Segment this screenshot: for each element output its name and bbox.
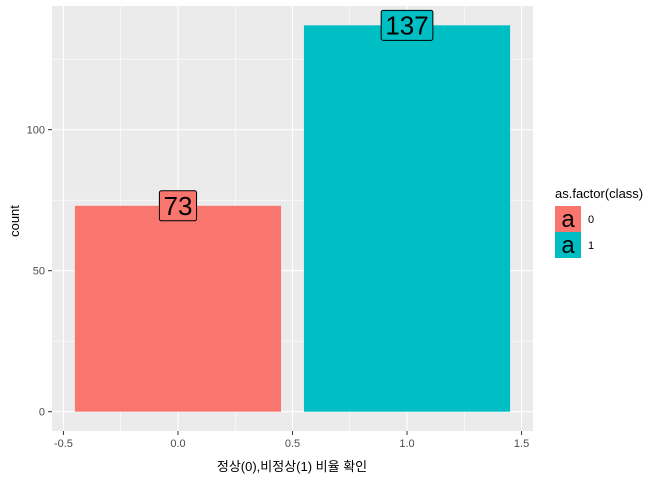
y-tick-label: 0 [39,407,45,419]
x-tick-label: -0.5 [54,438,73,450]
legend: as.factor(class) a 0a 1 [555,186,643,259]
y-tick-label: 100 [27,125,45,137]
x-tick-label: 0.5 [285,438,300,450]
legend-key [555,206,581,232]
x-axis: -0.5 0.0 0.5 1.0 1.5 [54,431,529,450]
bar-label-box [380,9,434,41]
bar-value-label: 137 [385,11,428,41]
bar-label-1: 137 [380,9,434,41]
y-axis-label: count [7,205,22,237]
legend-key [555,232,581,258]
bar-1 [303,25,511,412]
bar-label-0: 73 [158,190,198,222]
bars [74,25,511,412]
x-tick-label: 1.0 [399,438,414,450]
legend-title: as.factor(class) [555,186,643,201]
x-axis-label: 정상(0),비정상(1) 비율 확인 [217,459,367,474]
y-axis: 0 50 100 [27,125,52,419]
y-tick-label: 50 [33,266,45,278]
legend-key-glyph: a [561,206,575,233]
x-tick-label: 1.5 [514,438,529,450]
legend-label: 1 [588,240,594,252]
x-tick-label: 0.0 [170,438,185,450]
bar-0 [74,205,282,412]
bar-value-label: 73 [164,191,193,221]
legend-items: a 0a 1 [555,206,594,259]
legend-label: 0 [588,214,594,226]
bar-label-box [158,190,198,222]
bar-labels: 73 137 [158,9,434,222]
legend-key-glyph: a [561,232,575,259]
